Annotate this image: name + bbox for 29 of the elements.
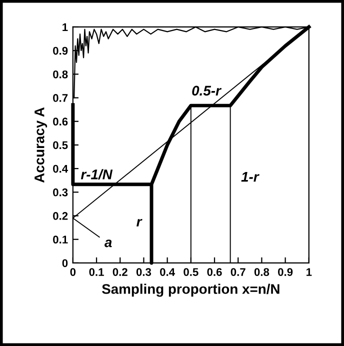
y-tick-label: 0 (62, 259, 68, 268)
x-tick-label: 0.5 (184, 268, 198, 276)
y-tick-label: 0.7 (53, 94, 68, 102)
y-tick-label: 0.2 (53, 212, 68, 220)
y-tick-label: 0.3 (53, 188, 68, 196)
y-tick-label: 0.6 (53, 118, 68, 126)
x-tick-label: 0.9 (278, 268, 293, 276)
x-tick-label: 0.1 (89, 268, 104, 276)
annotation: 0.5-r (192, 86, 222, 96)
x-tick-label: 0.8 (254, 268, 270, 276)
x-tick-label: 0.3 (136, 268, 152, 276)
y-tick-label: 0.8 (53, 70, 68, 78)
x-tick-label: 0.4 (160, 268, 175, 276)
x-tick-label: 0.7 (230, 268, 246, 276)
y-tick-label: 1 (62, 23, 68, 32)
annotation: a (104, 240, 112, 248)
x-axis-title: Sampling proportion x=n/N (102, 284, 280, 297)
x-tick-label: 0.6 (207, 268, 222, 276)
y-axis-title: Accuracy A (34, 107, 48, 183)
x-tick-label: 1 (306, 268, 312, 276)
annotation: 1-r (241, 172, 260, 182)
annotation: r (136, 218, 142, 226)
annotation: r-1/N (80, 169, 113, 180)
x-tick-label: 0 (70, 268, 76, 276)
y-tick-label: 0.9 (53, 46, 68, 55)
y-tick-label: 0.4 (53, 164, 68, 173)
y-tick-label: 0.5 (53, 141, 68, 150)
x-tick-label: 0.2 (112, 268, 128, 276)
y-tick-label: 0.1 (53, 236, 68, 244)
